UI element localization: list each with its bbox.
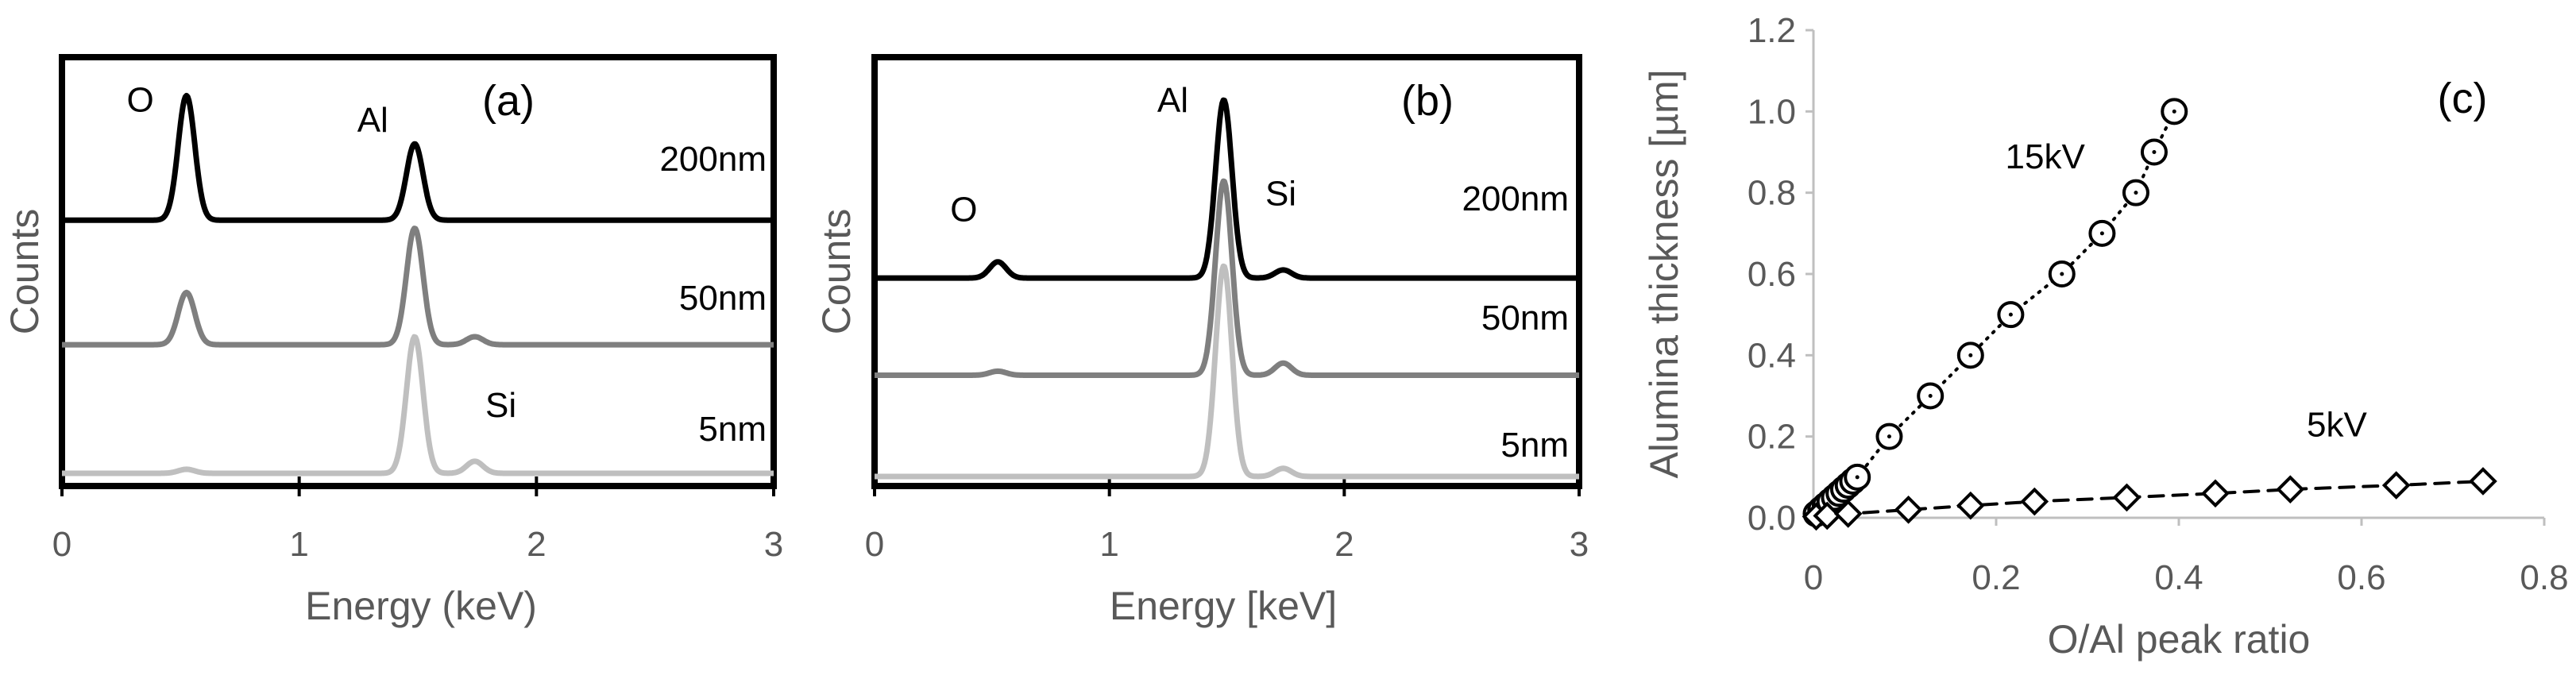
peak-annotation: Si [485,386,516,425]
data-point-center [2060,272,2064,276]
panel-c-x-label: O/Al peak ratio [2048,617,2311,662]
data-point-center [2008,312,2013,317]
panel-a-label: (a) [482,77,535,125]
panel-b-y-label: Counts [814,209,859,334]
spectrum-line-50nm [873,178,1581,378]
panel-a-spectra: (a) Energy (keV) Counts 0 1 2 3 200nm 50nm 5nm… [2,54,783,628]
y-tick-label: 0.0 [1748,499,1796,538]
spectrum-label-50nm: 50nm [679,279,767,318]
x-tick-label: 1 [1099,525,1118,564]
series-annotation: 15kV [2006,137,2086,176]
panel-c-label: (c) [2438,75,2488,122]
panel-b-spectra: (b) Energy [keV] Counts 0 1 2 3 200nm 50nm 5nm… [814,54,1589,628]
y-tick-label: 0.8 [1748,174,1796,213]
data-point-center [1968,353,1973,357]
spectrum-label-5nm: 5nm [698,410,767,449]
spectrum-line-200nm [60,92,775,223]
data-point-5kV [2469,467,2497,496]
spectrum-line-5nm [60,334,775,476]
panel-c-y-label: Alumina thickness [µm] [1642,69,1686,478]
x-tick-label: 2 [1334,525,1354,564]
y-tick-label: 0.4 [1748,336,1796,375]
data-point-5kV [1813,501,1842,530]
spectrum-label-50nm: 50nm [1481,299,1569,338]
x-tick-label: 0 [1804,558,1823,597]
x-tick-label: 1 [289,525,308,564]
spectrum-label-200nm: 200nm [659,140,767,179]
x-tick-label: 0 [865,525,884,564]
spectrum-label-5nm: 5nm [1500,426,1569,465]
data-point-5kV [1833,500,1863,528]
data-point-5kV [1956,491,1985,520]
peak-annotation: O [126,81,153,120]
series-line-15kV [1814,110,2176,515]
x-tick-label: 0.8 [2520,558,2568,597]
spectrum-line-50nm [60,226,775,348]
data-point-5kV [2276,475,2305,504]
x-tick-label: 3 [1570,525,1589,564]
data-point-5kV [1894,495,1923,524]
data-point-center [1928,394,1933,398]
x-tick-label: 0.2 [1972,558,2020,597]
panel-a-y-label: Counts [2,209,47,334]
x-tick-label: 0 [52,525,71,564]
data-point-5kV [2020,487,2049,516]
x-tick-label: 3 [764,525,783,564]
data-point-5kV [2112,483,2142,512]
panel-b-x-label: Energy [keV] [1110,584,1337,628]
y-tick-label: 1.2 [1748,11,1796,50]
x-tick-label: 0.6 [2337,558,2385,597]
peak-annotation: Al [357,101,388,140]
data-point-center [2099,231,2104,236]
data-point-5kV [2381,471,2411,500]
y-tick-label: 1.0 [1748,92,1796,131]
spectrum-line-5nm [873,263,1581,480]
spectrum-line-200nm [873,97,1581,281]
y-tick-label: 0.2 [1748,418,1796,457]
x-tick-label: 2 [527,525,546,564]
data-point-center [1855,475,1860,480]
peak-annotation: O [950,191,977,230]
y-tick-label: 0.6 [1748,255,1796,294]
data-point-center [2134,191,2138,195]
data-point-center [1887,434,1891,439]
panel-a-frame [59,54,777,489]
series-annotation: 5kV [2307,406,2367,445]
peak-annotation: Si [1265,174,1296,213]
peak-annotation: Al [1157,81,1188,120]
data-point-5kV [2201,479,2230,508]
data-point-center [2152,150,2157,154]
panel-a-x-label: Energy (keV) [305,584,537,628]
spectrum-label-200nm: 200nm [1462,179,1569,218]
data-point-center [2172,109,2176,114]
panel-b-label: (b) [1401,77,1454,125]
x-tick-label: 0.4 [2154,558,2203,597]
panel-c-calibration: (c) O/Al peak ratio Alumina thickness [µ… [1642,11,2569,662]
